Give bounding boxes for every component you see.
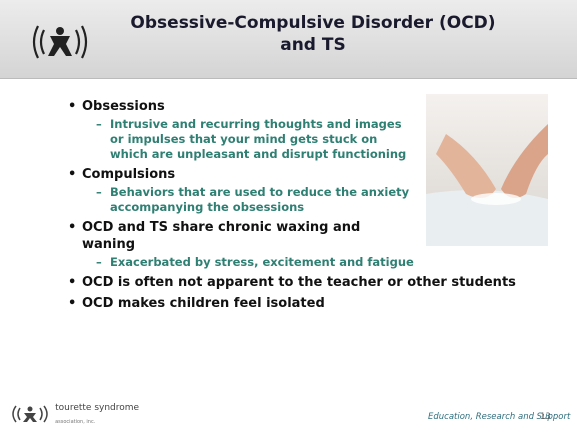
footer-logo-subtext: association, inc.: [55, 419, 95, 425]
header: Obsessive-Compulsive Disorder (OCD) and …: [0, 0, 577, 79]
bullet: OCD makes children feel isolated: [62, 295, 548, 312]
page-number: 13: [540, 412, 551, 422]
logo-icon: [28, 14, 98, 74]
photo: [426, 94, 548, 246]
title: Obsessive-Compulsive Disorder (OCD) and …: [128, 12, 498, 56]
footer-logo-icon: [10, 403, 50, 425]
sub-bullet: Exacerbated by stress, excitement and fa…: [96, 255, 548, 270]
content: ObsessionsIntrusive and recurring though…: [62, 94, 548, 314]
footer-logo: tourette syndrome association, inc.: [10, 400, 139, 427]
bullet: OCD is often not apparent to the teacher…: [62, 274, 548, 291]
footer-logo-text: tourette syndrome: [55, 403, 139, 413]
slide: Obsessive-Compulsive Disorder (OCD) and …: [0, 0, 577, 432]
